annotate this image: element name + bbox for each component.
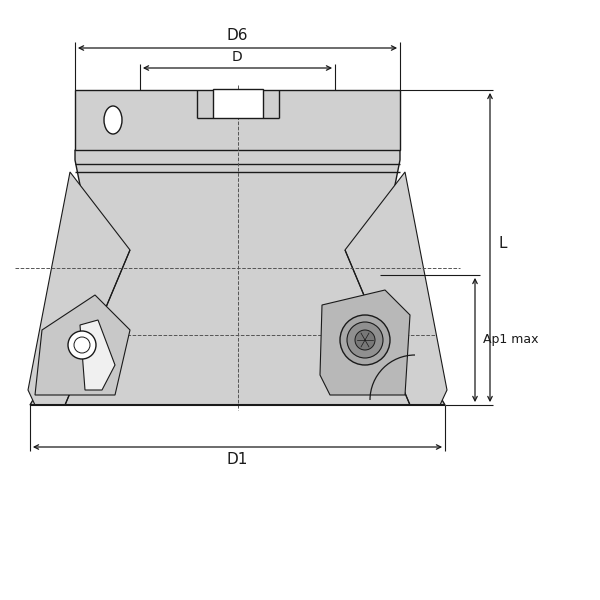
Text: Ap1 max: Ap1 max [483, 334, 539, 346]
Text: D: D [232, 50, 242, 64]
Circle shape [340, 315, 390, 365]
Text: D1: D1 [226, 452, 248, 467]
Ellipse shape [104, 106, 122, 134]
Circle shape [74, 337, 90, 353]
Text: L: L [498, 235, 506, 251]
Text: D6: D6 [226, 28, 248, 43]
Polygon shape [28, 172, 130, 405]
Polygon shape [35, 295, 130, 395]
Polygon shape [75, 90, 400, 150]
Polygon shape [213, 89, 263, 118]
Circle shape [347, 322, 383, 358]
Circle shape [355, 330, 375, 350]
Polygon shape [320, 290, 410, 395]
Polygon shape [80, 320, 115, 390]
Circle shape [68, 331, 96, 359]
Text: 90°: 90° [379, 369, 401, 382]
Polygon shape [30, 150, 445, 405]
Polygon shape [345, 172, 447, 405]
